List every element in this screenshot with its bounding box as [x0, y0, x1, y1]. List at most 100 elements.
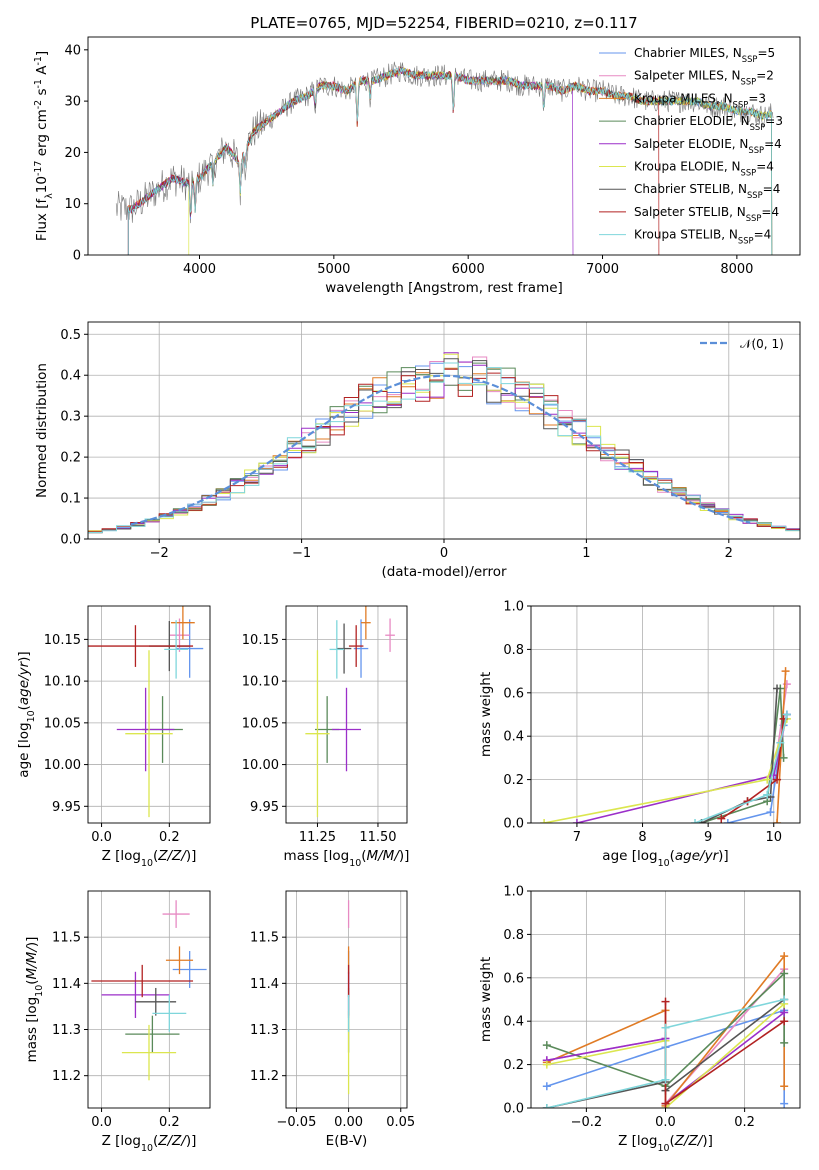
x-tick-label: 0.00: [334, 1115, 363, 1130]
y-tick-label: 40: [64, 43, 81, 58]
normal-reference-curve: [130, 374, 751, 526]
x-tick-label: 6000: [452, 262, 485, 277]
errorbar-point: [121, 1024, 177, 1081]
x-tick-label: 2: [725, 546, 733, 561]
x-axis-label: (data-model)/error: [381, 564, 507, 580]
x-tick-label: −2: [150, 546, 169, 561]
x-axis-label: age [log10(age/yr)]: [602, 848, 728, 869]
model-spectrum-line: [127, 67, 773, 255]
mass-weight-marker: [780, 1082, 789, 1091]
errorbar-point: [91, 964, 194, 998]
mass-weight-marker: [763, 790, 772, 799]
y-tick-label: 11.5: [250, 931, 279, 946]
x-axis-label: Z [log10(Z/Z/)]: [102, 848, 197, 869]
legend-label: Kroupa STELIB, NSSP=4: [634, 228, 771, 246]
mass-weight-marker: [782, 710, 791, 719]
legend-label: Chabrier STELIB, NSSP=4: [634, 182, 780, 200]
mass-weight-marker: [717, 814, 726, 823]
x-tick-label: −0.2: [571, 1115, 603, 1130]
legend-label: Salpeter MILES, NSSP=2: [634, 69, 774, 87]
mass-weight-marker: [779, 753, 788, 762]
x-tick-label: 5000: [317, 262, 350, 277]
legend-label: Salpeter STELIB, NSSP=4: [634, 205, 779, 223]
errorbar-point: [329, 620, 345, 679]
mass-weight-marker: [780, 952, 789, 961]
x-tick-label: 0.0: [91, 830, 112, 845]
errorbar-point: [125, 650, 173, 818]
histogram-step-line: [88, 362, 800, 539]
errorbar-point: [101, 971, 170, 1018]
x-tick-label: 0.05: [386, 1115, 415, 1130]
y-tick-label: 11.2: [250, 1069, 279, 1084]
errorbar-point: [165, 946, 194, 975]
legend-label: Kroupa MILES, NSSP=3: [634, 91, 766, 109]
errorbar-point: [176, 619, 204, 678]
y-axis-label: mass [log10(M/M/)]: [24, 937, 45, 1063]
y-tick-label: 30: [64, 95, 81, 110]
y-tick-label: 0.8: [503, 928, 524, 943]
model-spectrum-line: [127, 67, 574, 255]
y-tick-label: 11.5: [52, 931, 81, 946]
y-axis-label: Normed distribution: [34, 363, 50, 498]
residual-histogram-panel: −2 −1 0 1 2 0.0 0.1 0.2 0.3 0.4 0.5 (data-model)/er…: [34, 321, 801, 580]
errorbar-point: [385, 618, 395, 652]
mass-vs-extinction-panel: −0.05 0.00 0.05 11.2 11.3 11.4 11.5 E(B-V): [250, 890, 415, 1149]
y-axis-label: Flux [fλ10-17 erg cm-2 s-1 A-1]: [33, 51, 55, 241]
y-tick-label: 9.95: [52, 800, 81, 815]
plot-area: [305, 606, 395, 818]
mass-weight-marker: [691, 819, 700, 823]
mass-weight-marker: [540, 819, 549, 823]
errorbar-point: [135, 987, 177, 1016]
errorbar-point: [336, 623, 352, 674]
mass-weight-line: [694, 714, 788, 823]
x-tick-label: 0.2: [159, 830, 180, 845]
mass-weight-line: [546, 998, 785, 1108]
mass-weight-marker: [542, 1060, 551, 1069]
axes-frame: [87, 36, 801, 256]
x-tick-label: −0.05: [277, 1115, 317, 1130]
x-axis-label: Z [log10(Z/Z/)]: [102, 1133, 197, 1154]
legend-label: 𝒩(0, 1): [740, 337, 784, 351]
figure-title: PLATE=0765, MJD=52254, FIBERID=0210, z=0…: [250, 14, 637, 32]
legend-label: Kroupa ELODIE, NSSP=4: [634, 160, 774, 178]
y-axis-label: mass weight: [478, 672, 494, 757]
axes-frame: [87, 605, 211, 824]
y-tick-label: 11.3: [52, 1023, 81, 1038]
y-tick-label: 11.2: [52, 1069, 81, 1084]
y-tick-label: 11.4: [250, 977, 279, 992]
y-tick-label: 11.4: [52, 977, 81, 992]
x-tick-label: 8000: [720, 262, 753, 277]
x-tick-label: 9: [704, 830, 712, 845]
x-tick-label: 11.25: [299, 830, 336, 845]
axes-frame: [285, 890, 408, 1109]
plot-area: [540, 667, 791, 823]
x-tick-label: −1: [292, 546, 311, 561]
legend-label: Salpeter ELODIE, NSSP=4: [634, 137, 782, 155]
axes-frame: [285, 605, 408, 824]
y-axis-label: mass weight: [478, 957, 494, 1042]
y-tick-label: 10.15: [242, 633, 279, 648]
plot-area: [115, 61, 774, 255]
x-tick-label: 0.2: [159, 1115, 180, 1130]
mass-weight-marker: [766, 808, 775, 817]
y-tick-label: 10.00: [44, 758, 81, 773]
legend-label: Chabrier ELODIE, NSSP=3: [634, 114, 783, 132]
y-tick-label: 10: [64, 197, 81, 212]
mass-weight-marker: [780, 1038, 789, 1047]
y-tick-label: 0.1: [60, 492, 81, 507]
x-tick-label: 0.2: [734, 1115, 755, 1130]
model-spectrum-line: [127, 67, 660, 255]
plot-area: [91, 900, 207, 1081]
mass-weight-line: [720, 718, 785, 820]
mass-weight-marker: [781, 667, 790, 676]
mass-weight-marker: [773, 775, 782, 784]
x-tick-label: 7: [573, 830, 581, 845]
mass-weight-vs-metallicity-panel: −0.2 0.0 0.2 0.0 0.2 0.4 0.6 0.8 1.0 Z [log10(Z/Z…: [478, 885, 801, 1154]
x-tick-label: 0.0: [91, 1115, 112, 1130]
mass-weight-marker: [542, 1082, 551, 1091]
x-axis-label: Z [log10(Z/Z/)]: [618, 1133, 713, 1154]
legend-label: Chabrier MILES, NSSP=5: [634, 46, 775, 64]
plot-area: [542, 952, 789, 1108]
mass-weight-line: [664, 1001, 785, 1106]
